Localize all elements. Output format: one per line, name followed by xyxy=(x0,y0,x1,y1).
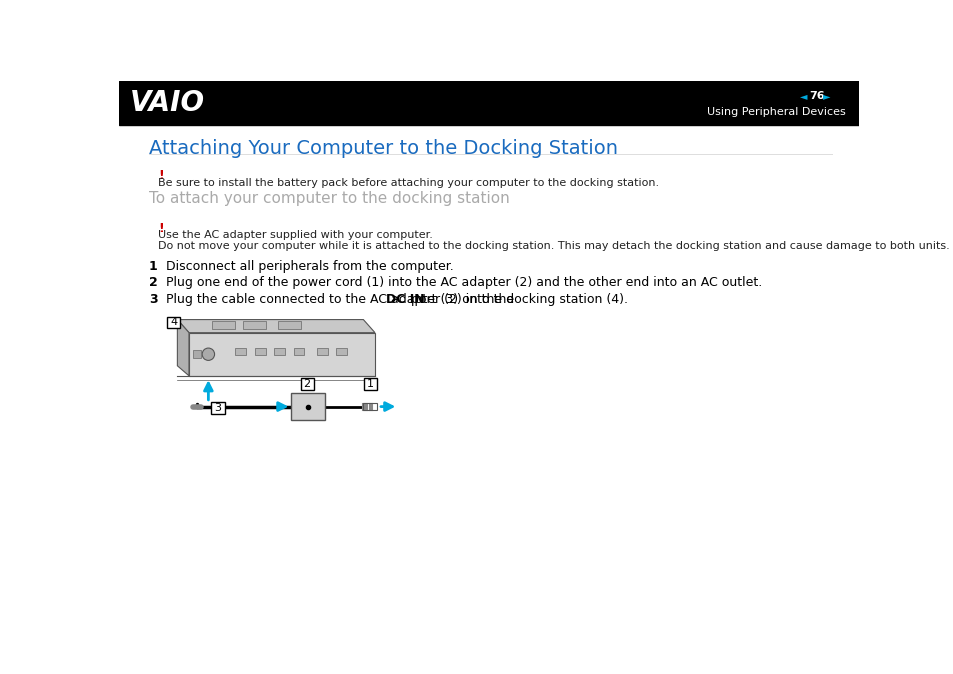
Text: Use the AC adapter supplied with your computer.: Use the AC adapter supplied with your co… xyxy=(158,231,433,240)
Text: Be sure to install the battery pack before attaching your computer to the dockin: Be sure to install the battery pack befo… xyxy=(158,178,659,188)
Bar xyxy=(254,348,266,355)
Text: Attaching Your Computer to the Docking Station: Attaching Your Computer to the Docking S… xyxy=(149,139,617,158)
Text: 2: 2 xyxy=(149,276,157,289)
Text: Do not move your computer while it is attached to the docking station. This may : Do not move your computer while it is at… xyxy=(158,241,949,251)
Text: 1: 1 xyxy=(367,379,374,389)
Bar xyxy=(335,348,347,355)
Text: !: ! xyxy=(158,169,164,183)
Bar xyxy=(119,81,858,125)
Text: 3: 3 xyxy=(149,293,157,307)
Text: Disconnect all peripherals from the computer.: Disconnect all peripherals from the comp… xyxy=(166,259,453,272)
Bar xyxy=(294,348,304,355)
FancyBboxPatch shape xyxy=(291,393,324,421)
Bar xyxy=(235,348,246,355)
Text: 2: 2 xyxy=(303,379,311,389)
Polygon shape xyxy=(177,319,375,333)
Text: port (3) on the docking station (4).: port (3) on the docking station (4). xyxy=(407,293,627,307)
Text: 76: 76 xyxy=(808,91,823,101)
Bar xyxy=(193,350,200,358)
Bar xyxy=(243,321,266,329)
Text: Plug one end of the power cord (1) into the AC adapter (2) and the other end int: Plug one end of the power cord (1) into … xyxy=(166,276,761,289)
Bar xyxy=(212,321,235,329)
Text: 4: 4 xyxy=(171,317,177,328)
Bar xyxy=(362,403,376,410)
Text: 1: 1 xyxy=(149,259,157,272)
Bar xyxy=(316,348,328,355)
Text: ►: ► xyxy=(822,91,829,101)
Text: 3: 3 xyxy=(214,403,221,412)
Bar xyxy=(278,321,301,329)
FancyBboxPatch shape xyxy=(212,402,224,414)
FancyBboxPatch shape xyxy=(300,378,314,390)
Text: Plug the cable connected to the AC adapter (2) into the: Plug the cable connected to the AC adapt… xyxy=(166,293,517,307)
Text: !: ! xyxy=(158,222,164,235)
Text: Using Peripheral Devices: Using Peripheral Devices xyxy=(707,107,845,117)
Text: ◄: ◄ xyxy=(799,91,806,101)
Text: To attach your computer to the docking station: To attach your computer to the docking s… xyxy=(149,191,509,206)
Bar xyxy=(274,348,285,355)
Polygon shape xyxy=(189,333,375,376)
Circle shape xyxy=(202,348,214,361)
FancyBboxPatch shape xyxy=(167,317,180,328)
Text: VAIO: VAIO xyxy=(130,89,205,117)
FancyBboxPatch shape xyxy=(364,378,377,390)
Polygon shape xyxy=(177,319,189,376)
Text: DC IN: DC IN xyxy=(386,293,424,307)
